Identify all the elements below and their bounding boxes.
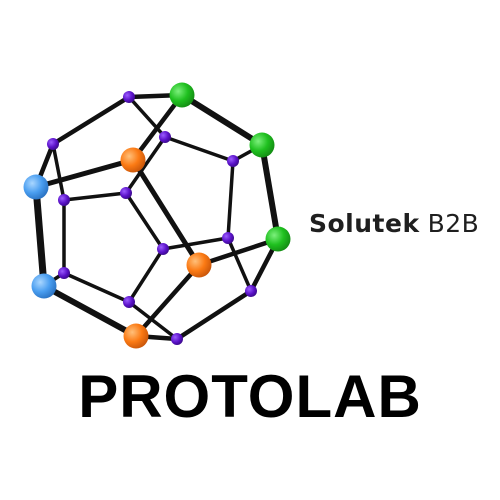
atom-orange <box>123 323 149 349</box>
molecule-edges <box>32 92 281 342</box>
atom-small <box>123 91 135 103</box>
atom-green <box>249 132 275 158</box>
atom-blue <box>23 174 49 200</box>
atom-small <box>47 138 59 150</box>
atom-small <box>171 333 183 345</box>
atom-green <box>169 82 195 108</box>
product-title: PROTOLAB <box>78 363 422 430</box>
atom-small <box>120 187 132 199</box>
atom-small <box>58 194 70 206</box>
atom-small <box>222 232 234 244</box>
brand-suffix: B2B <box>427 209 480 238</box>
atom-small <box>227 155 239 167</box>
atom-small <box>159 131 171 143</box>
atom-blue <box>31 273 57 299</box>
atom-orange <box>120 147 146 173</box>
brand-name: Solutek <box>309 209 420 238</box>
atom-small <box>123 296 135 308</box>
atom-small <box>58 267 70 279</box>
atom-small <box>245 285 257 297</box>
atom-small <box>157 243 169 255</box>
brand-wordmark: Solutek B2B <box>309 211 479 236</box>
atom-orange <box>186 252 212 278</box>
atom-green <box>265 226 291 252</box>
molecule-nodes <box>23 82 291 349</box>
